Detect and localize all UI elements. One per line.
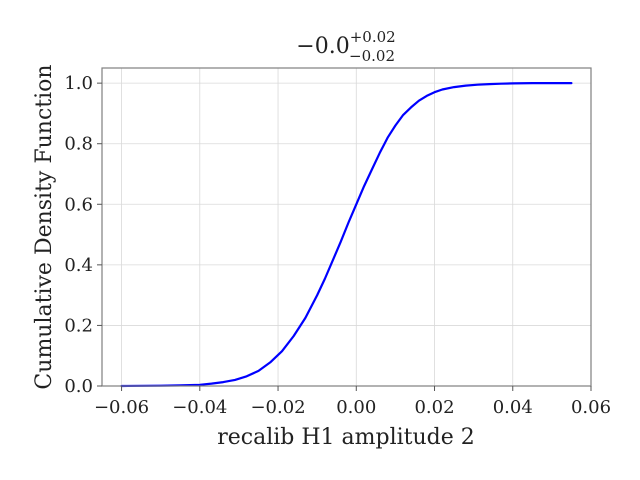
y-tick-label: 0.2 (64, 315, 93, 336)
title-base: −0.0 (296, 34, 349, 59)
x-tick-label: 0.02 (414, 397, 454, 418)
x-tick-label: 0.04 (493, 397, 533, 418)
chart-title: −0.0+0.02 −0.02 (296, 28, 395, 65)
title-superscript: +0.02 (350, 28, 396, 46)
x-tick-label: 0.06 (571, 397, 611, 418)
x-tick-label: −0.02 (250, 397, 305, 418)
y-tick-label: 0.6 (64, 194, 93, 215)
x-axis-label: recalib H1 amplitude 2 (217, 425, 475, 450)
x-tick-label: −0.06 (94, 397, 149, 418)
y-axis-label: Cumulative Density Function (32, 64, 57, 389)
x-ticks: −0.06 −0.04 −0.02 0.00 0.02 0.04 0.06 (94, 386, 611, 418)
y-tick-label: 0.4 (64, 255, 93, 276)
series-layer (120, 81, 573, 388)
y-ticks: 0.0 0.2 0.4 0.6 0.8 1.0 (64, 73, 102, 397)
x-tick-label: −0.04 (172, 397, 227, 418)
y-tick-label: 1.0 (64, 73, 93, 94)
plot-frame (101, 67, 592, 387)
cdf-line (120, 81, 573, 388)
x-tick-label: 0.00 (336, 397, 376, 418)
title-subscript: −0.02 (349, 47, 395, 65)
y-tick-label: 0.8 (64, 134, 93, 155)
y-tick-label: 0.0 (64, 376, 93, 397)
